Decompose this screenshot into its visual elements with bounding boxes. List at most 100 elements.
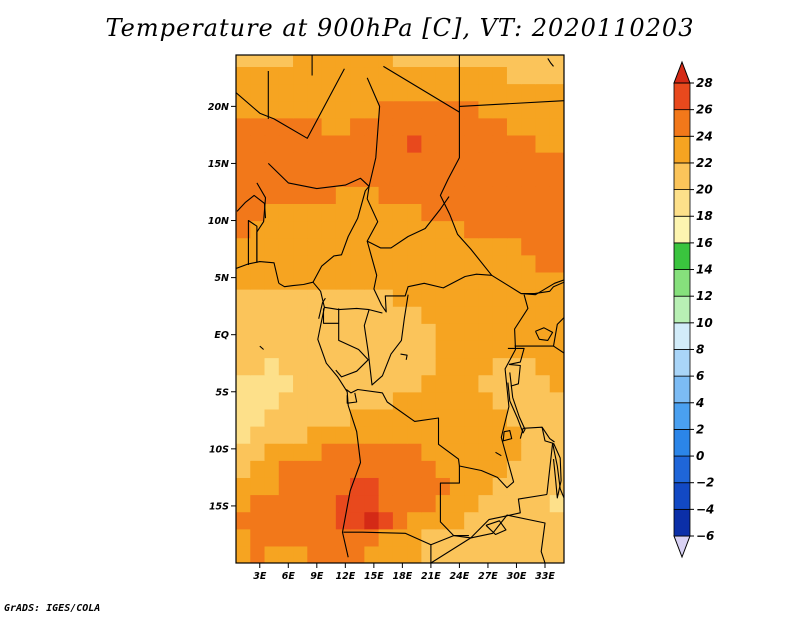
field-cell	[279, 15, 294, 33]
field-cell	[549, 323, 564, 341]
field-cell	[535, 374, 551, 393]
field-cell	[364, 134, 380, 153]
field-cell	[250, 289, 266, 307]
field-cell	[364, 271, 380, 290]
field-cell	[449, 511, 465, 530]
field-cell	[450, 32, 465, 50]
field-cell	[492, 117, 508, 136]
field-cell	[236, 391, 251, 410]
field-cell	[435, 323, 451, 341]
field-cell	[421, 15, 436, 33]
field-cell	[236, 117, 251, 136]
field-cell	[435, 306, 451, 324]
field-cell	[278, 66, 294, 85]
field-cell	[421, 545, 437, 563]
field-cell	[549, 237, 564, 256]
y-tick-label: 10S	[209, 444, 229, 455]
field-cell	[478, 15, 493, 33]
field-cell	[506, 83, 522, 102]
field-cell	[236, 289, 251, 307]
field-cell	[478, 340, 494, 359]
field-cell	[250, 100, 266, 119]
field-cell	[264, 460, 280, 478]
field-cell	[535, 460, 551, 478]
field-cell	[335, 271, 351, 290]
field-cell	[293, 83, 308, 102]
field-cell	[478, 374, 494, 393]
field-cell	[449, 426, 465, 444]
field-cell	[492, 426, 508, 444]
field-cell	[264, 186, 280, 204]
field-cell	[264, 220, 280, 239]
field-cell	[421, 477, 437, 496]
field-cell	[307, 357, 323, 376]
field-cell	[535, 289, 551, 307]
field-cell	[435, 271, 451, 290]
field-cell	[478, 289, 494, 307]
field-cell	[322, 32, 337, 50]
field-cell	[364, 545, 380, 563]
colorbar-under-arrow	[673, 535, 691, 559]
field-cell	[293, 220, 308, 239]
field-cell	[236, 477, 251, 496]
field-cell	[250, 528, 266, 547]
field-cell	[378, 203, 394, 222]
field-cell	[535, 408, 551, 427]
colorbar-label: −4	[696, 502, 714, 516]
field-cell	[521, 460, 537, 478]
field-cell	[250, 152, 266, 170]
y-tick-label: EQ	[214, 330, 229, 341]
field-cell	[464, 220, 480, 239]
field-cell	[407, 117, 422, 136]
field-cell	[236, 460, 251, 478]
field-cell	[407, 408, 422, 427]
field-cell	[521, 323, 537, 341]
field-cell	[335, 237, 351, 256]
field-cell	[392, 134, 408, 153]
field-cell	[293, 271, 308, 290]
field-cell	[392, 186, 408, 204]
y-tick-label: 10N	[208, 216, 229, 227]
field-cell	[264, 306, 280, 324]
field-cell	[250, 83, 266, 102]
field-cell	[307, 117, 323, 136]
field-cell	[464, 323, 480, 341]
field-cell	[378, 117, 394, 136]
field-cell	[378, 55, 394, 68]
field-cell	[236, 408, 251, 427]
field-cell	[264, 83, 280, 102]
field-cell	[407, 323, 422, 341]
field-cell	[250, 443, 266, 461]
field-cell	[407, 203, 422, 222]
field-cell	[250, 408, 266, 427]
field-cell	[449, 83, 465, 102]
field-cell	[335, 55, 351, 68]
field-cell	[307, 15, 322, 33]
field-cell	[464, 374, 480, 393]
field-cell	[293, 237, 308, 256]
field-cell	[378, 460, 394, 478]
field-cell	[506, 271, 522, 290]
field-cell	[450, 15, 465, 33]
field-cell	[364, 32, 379, 50]
field-cell	[407, 237, 422, 256]
field-cell	[250, 32, 265, 50]
field-cell	[335, 323, 351, 341]
field-cell	[407, 220, 422, 239]
field-cell	[378, 83, 394, 102]
border-line	[366, 186, 450, 249]
field-cell	[478, 545, 494, 563]
field-cell	[535, 169, 551, 187]
border-line	[495, 451, 502, 457]
field-cell	[506, 477, 522, 496]
field-cell	[521, 203, 537, 222]
field-cell	[278, 426, 294, 444]
field-cell	[492, 83, 508, 102]
field-cell	[407, 306, 422, 324]
field-cell	[350, 391, 365, 410]
field-cell	[392, 66, 408, 85]
field-cell	[506, 186, 522, 204]
field-cell	[449, 477, 465, 496]
field-cell	[464, 426, 480, 444]
field-cell	[549, 100, 564, 119]
